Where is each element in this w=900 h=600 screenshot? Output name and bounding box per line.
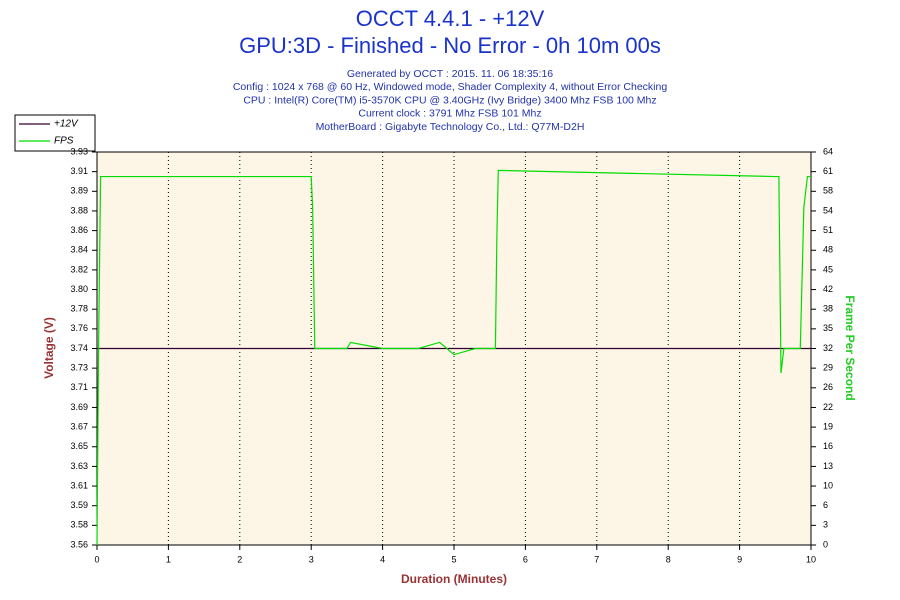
y2-tick-label: 3	[823, 520, 828, 530]
y-tick-label: 3.59	[70, 500, 88, 510]
y2-tick-label: 22	[823, 402, 833, 412]
y-tick-label: 3.76	[70, 323, 88, 333]
y-tick-label: 3.78	[70, 304, 88, 314]
x-tick-label: 8	[666, 554, 671, 564]
y2-tick-label: 10	[823, 480, 833, 490]
y2-tick-label: 61	[823, 166, 833, 176]
y2-tick-label: 54	[823, 205, 833, 215]
y2-tick-label: 58	[823, 186, 833, 196]
y2-tick-label: 26	[823, 382, 833, 392]
y-tick-label: 3.74	[70, 343, 88, 353]
legend-label: FPS	[54, 136, 74, 147]
y-tick-label: 3.91	[70, 166, 88, 176]
x-tick-label: 0	[94, 554, 99, 564]
y2-tick-label: 16	[823, 441, 833, 451]
y-tick-label: 3.67	[70, 421, 88, 431]
y2-axis-label: Frame Per Second	[843, 295, 857, 400]
x-axis-label: Duration (Minutes)	[401, 572, 507, 586]
x-tick-label: 10	[806, 554, 816, 564]
y-tick-label: 3.56	[70, 539, 88, 549]
y2-tick-label: 48	[823, 245, 833, 255]
y-tick-label: 3.93	[70, 146, 88, 156]
y2-tick-label: 6	[823, 500, 828, 510]
x-tick-label: 9	[737, 554, 742, 564]
chart-title: OCCT 4.4.1 - +12V	[356, 6, 545, 31]
x-tick-label: 3	[309, 554, 314, 564]
legend-box	[14, 114, 96, 152]
header-line: MotherBoard : Gigabyte Technology Co., L…	[316, 121, 585, 133]
y-tick-label: 3.80	[70, 284, 88, 294]
header-line: CPU : Intel(R) Core(TM) i5-3570K CPU @ 3…	[243, 94, 656, 106]
y-tick-label: 3.69	[70, 402, 88, 412]
x-tick-label: 5	[451, 554, 456, 564]
x-tick-label: 2	[237, 554, 242, 564]
y-tick-label: 3.84	[70, 245, 88, 255]
chart-subtitle: GPU:3D - Finished - No Error - 0h 10m 00…	[239, 33, 661, 58]
y2-tick-label: 45	[823, 264, 833, 274]
y-tick-label: 3.63	[70, 461, 88, 471]
x-tick-label: 4	[380, 554, 385, 564]
series-line	[96, 169, 811, 546]
y-tick-label: 3.88	[70, 205, 88, 215]
y2-tick-label: 42	[823, 284, 833, 294]
y2-tick-label: 35	[823, 323, 833, 333]
y2-tick-label: 13	[823, 461, 833, 471]
y2-tick-label: 0	[823, 539, 828, 549]
y-tick-label: 3.89	[70, 186, 88, 196]
x-tick-label: 7	[594, 554, 599, 564]
legend-label: +12V	[54, 119, 79, 130]
y-tick-label: 3.61	[70, 480, 88, 490]
header-line: Generated by OCCT : 2015. 11. 06 18:35:1…	[347, 68, 553, 80]
header-line: Current clock : 3791 Mhz FSB 101 Mhz	[358, 108, 541, 120]
y-tick-label: 3.86	[70, 225, 88, 235]
y-tick-label: 3.65	[70, 441, 88, 451]
y2-tick-label: 29	[823, 363, 833, 373]
y2-tick-label: 64	[823, 146, 833, 156]
x-tick-label: 6	[523, 554, 528, 564]
x-tick-label: 1	[166, 554, 171, 564]
y2-tick-label: 32	[823, 343, 833, 353]
header-line: Config : 1024 x 768 @ 60 Hz, Windowed mo…	[233, 81, 668, 93]
y-tick-label: 3.58	[70, 520, 88, 530]
y2-tick-label: 38	[823, 304, 833, 314]
y2-tick-label: 19	[823, 421, 833, 431]
y-axis-label: Voltage (V)	[42, 317, 56, 379]
y-tick-label: 3.71	[70, 382, 88, 392]
y-tick-label: 3.73	[70, 363, 88, 373]
y-tick-label: 3.82	[70, 264, 88, 274]
y2-tick-label: 51	[823, 225, 833, 235]
